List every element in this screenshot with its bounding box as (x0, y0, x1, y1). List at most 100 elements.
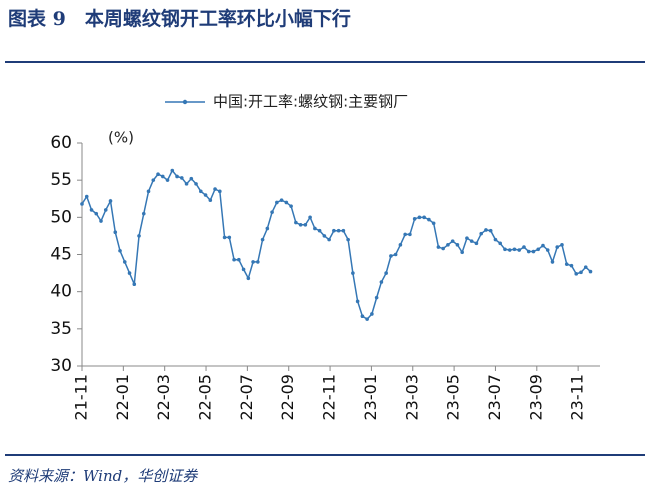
data-point (379, 280, 384, 284)
data-point (175, 174, 179, 179)
data-point (99, 219, 103, 223)
data-point (270, 210, 274, 214)
x-tick-label: 23-09 (526, 374, 545, 421)
x-tick-label: 22-11 (320, 374, 339, 421)
data-point (441, 246, 445, 251)
data-point (308, 215, 312, 220)
data-point (189, 176, 194, 181)
data-point (232, 257, 236, 262)
y-tick-label: 40 (50, 282, 72, 302)
data-point (199, 189, 203, 194)
data-point (446, 243, 450, 247)
data-point (208, 198, 213, 203)
data-point (526, 249, 531, 254)
data-point (389, 254, 393, 258)
data-point (574, 272, 579, 276)
data-point (137, 234, 141, 238)
data-point (284, 200, 289, 205)
data-point (479, 231, 483, 236)
data-point (194, 182, 198, 186)
data-point (498, 241, 503, 246)
page-title: 图表 9 本周螺纹钢开工率环比小幅下行 (8, 7, 351, 30)
data-point (450, 239, 455, 243)
data-point (503, 247, 507, 252)
data-point (560, 243, 564, 247)
data-point (564, 262, 569, 266)
data-point (122, 260, 127, 264)
data-point (422, 215, 426, 220)
data-point (94, 211, 99, 216)
y-tick-label: 50 (50, 207, 72, 227)
source: 资料来源：Wind，华创证券 (8, 467, 198, 485)
data-point (170, 168, 175, 173)
legend-label: 中国:开工率:螺纹钢:主要钢厂 (213, 93, 408, 111)
data-point (313, 226, 317, 231)
data-point (465, 236, 469, 240)
data-point (294, 220, 298, 225)
data-point (512, 247, 517, 252)
data-point (550, 260, 555, 264)
data-point (156, 172, 160, 177)
data-point (370, 312, 374, 316)
data-point (237, 257, 241, 262)
data-point (265, 226, 270, 231)
data-point (507, 248, 512, 252)
data-point (393, 252, 398, 257)
data-point (203, 193, 208, 197)
data-point (327, 237, 331, 242)
x-tick-label: 23-11 (568, 374, 587, 421)
data-point (84, 194, 89, 199)
data-point (317, 228, 322, 233)
data-point (160, 174, 165, 179)
data-point (531, 249, 536, 254)
data-point (341, 228, 346, 233)
data-point (355, 299, 360, 304)
data-point (275, 200, 279, 205)
data-point (218, 189, 222, 194)
data-point (179, 176, 184, 180)
x-tick-label: 22-07 (237, 374, 256, 421)
data-point (484, 228, 488, 232)
data-point (588, 269, 593, 274)
x-tick-label: 22-05 (196, 374, 215, 421)
data-point (127, 271, 132, 275)
data-point (417, 215, 422, 220)
data-point (460, 250, 464, 255)
data-point (374, 295, 379, 300)
x-tick-label: 23-03 (402, 374, 421, 421)
data-point (227, 235, 232, 240)
y-tick-label: 35 (50, 319, 72, 339)
data-point (493, 237, 498, 242)
data-point (279, 198, 284, 203)
data-point (165, 178, 170, 182)
data-point (151, 178, 156, 182)
data-point (118, 248, 122, 253)
data-point (222, 235, 227, 240)
data-point (545, 248, 550, 252)
data-point (246, 276, 251, 281)
data-point (108, 199, 113, 203)
data-point (412, 217, 417, 221)
data-point (113, 230, 118, 234)
data-point (146, 189, 151, 194)
y-tick-label: 45 (50, 245, 72, 265)
y-tick-label: 55 (50, 170, 72, 190)
data-point (360, 314, 365, 318)
data-point (403, 232, 407, 237)
data-point (141, 211, 146, 216)
data-point (469, 239, 474, 243)
data-point (569, 263, 574, 268)
legend-marker (182, 99, 188, 105)
data-point (184, 182, 189, 186)
data-point (488, 228, 493, 233)
data-point (579, 270, 583, 275)
data-point (303, 222, 308, 227)
data-point (555, 245, 560, 249)
data-point (365, 317, 369, 321)
data-point (517, 248, 522, 252)
x-tick-label: 23-05 (444, 374, 463, 421)
y-tick-label: 30 (50, 356, 72, 376)
data-point (332, 228, 336, 233)
data-point (408, 232, 412, 237)
data-point (583, 265, 588, 269)
